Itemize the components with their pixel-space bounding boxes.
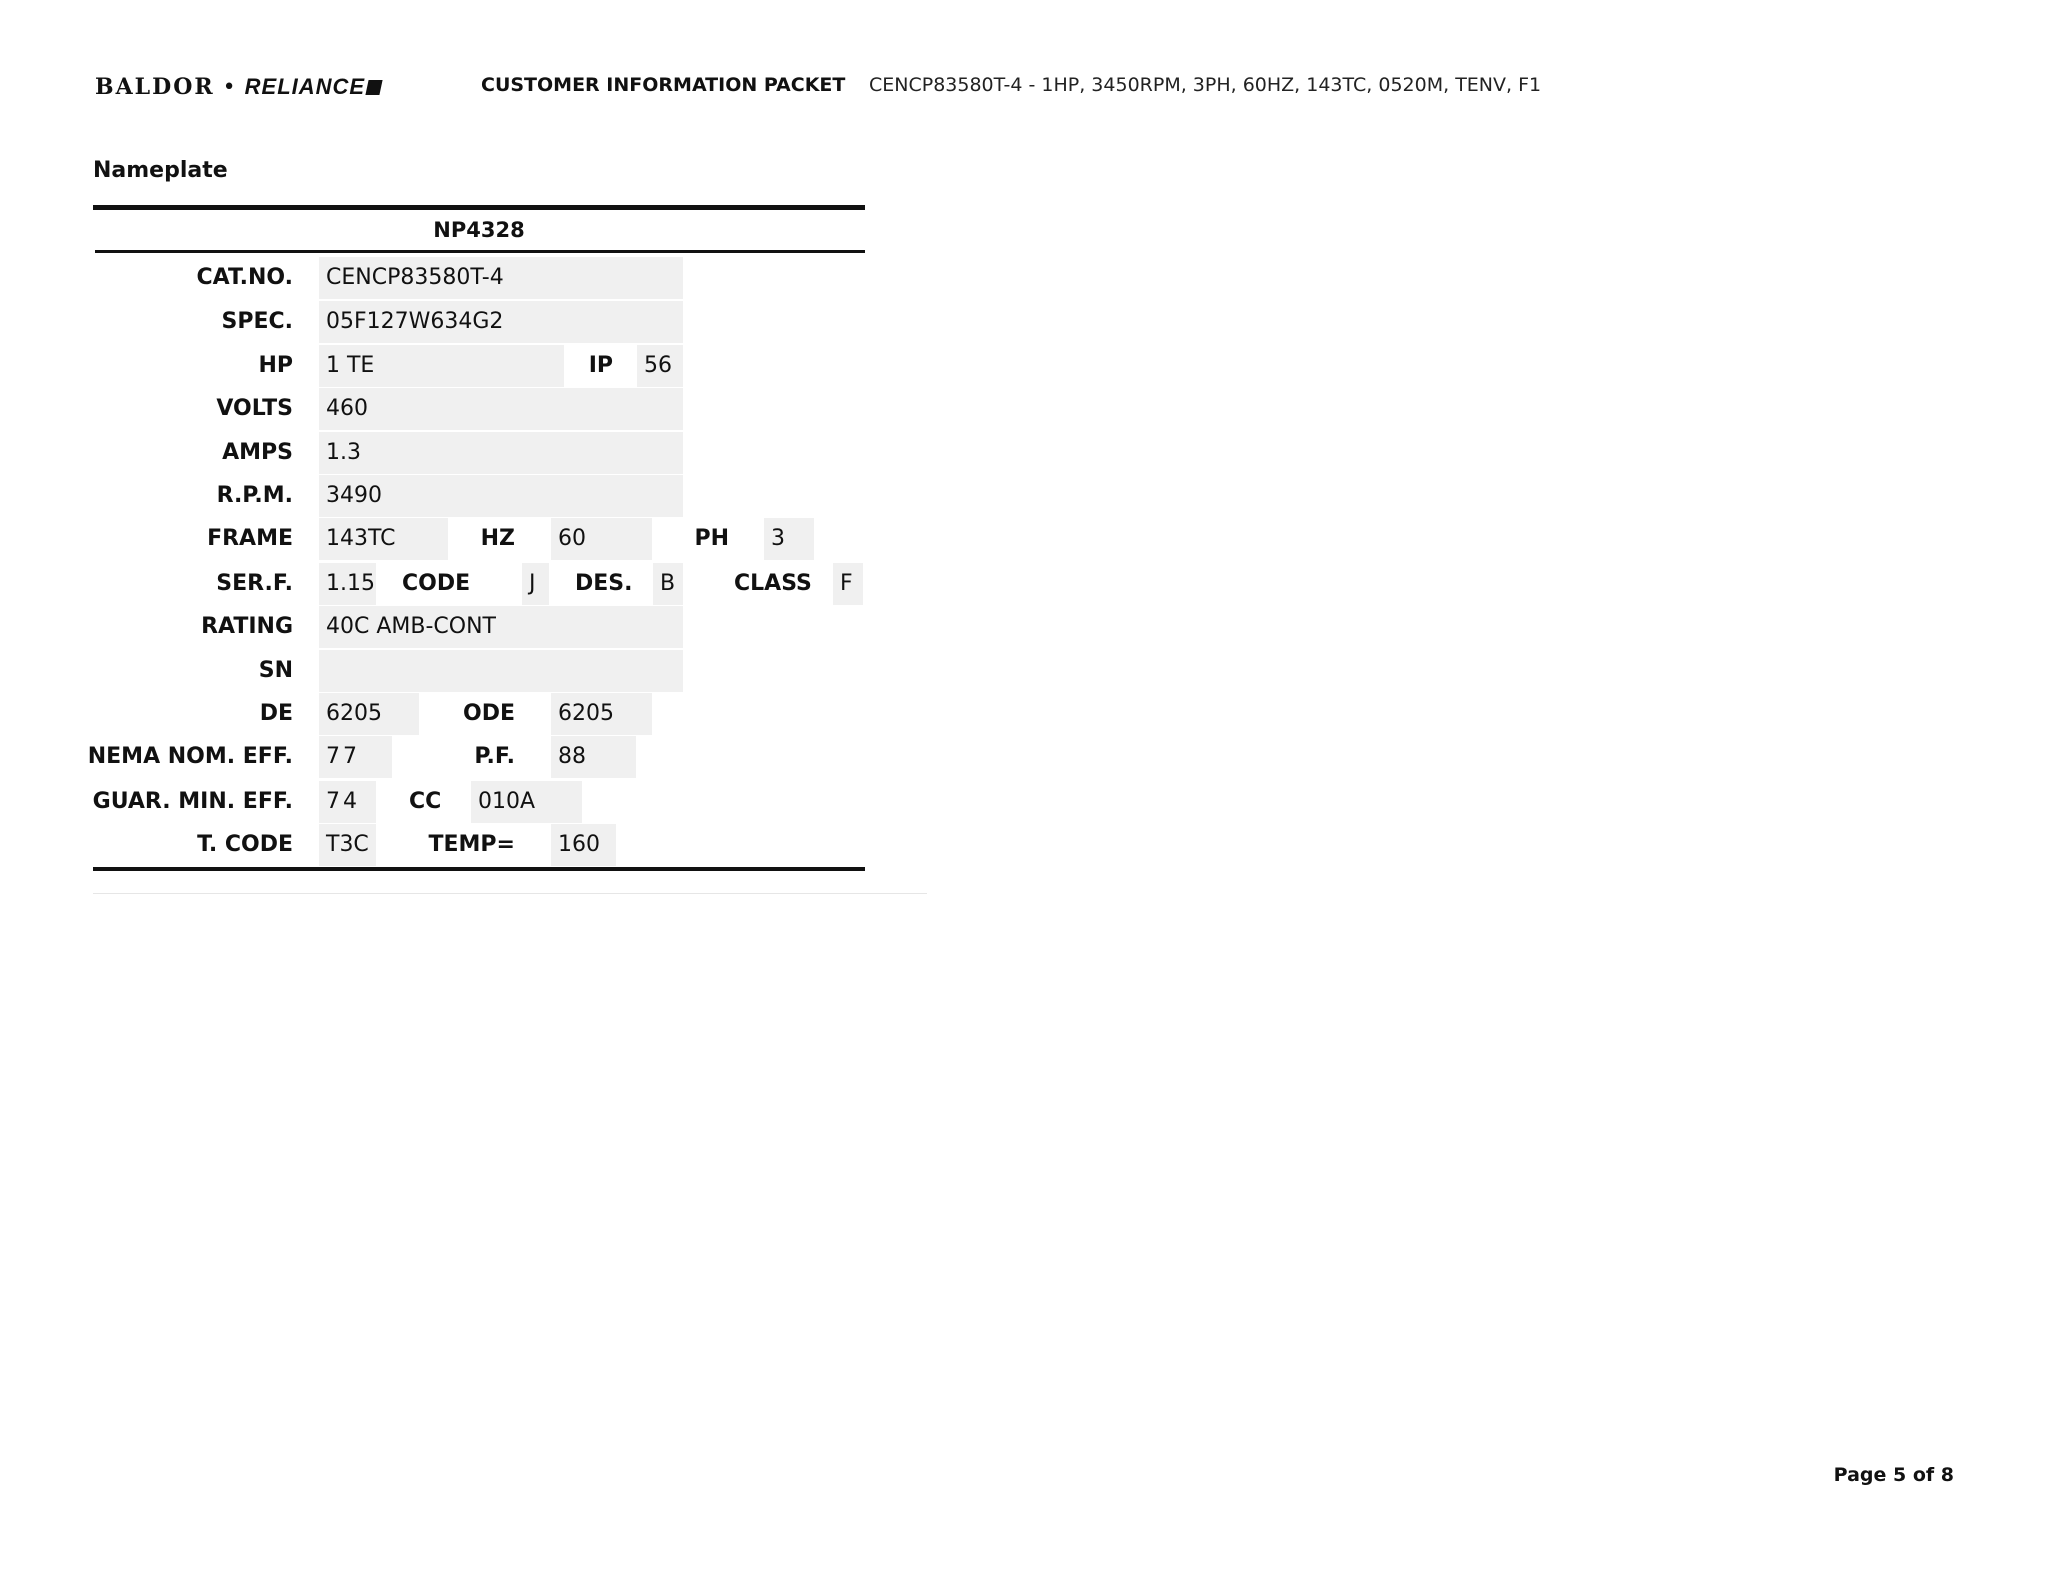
table-bottom-rule [93,867,865,871]
de-value: 6205 [319,693,419,735]
logo-reliance: RELIANCE [244,74,366,99]
nameplate-id: NP4328 [433,218,525,242]
sn-value [319,650,683,692]
t-code-label: T. CODE [197,832,293,857]
section-title: Nameplate [93,158,228,183]
pf-value: 88 [551,736,636,778]
pf-label: P.F. [474,744,515,769]
hp-label: HP [258,353,293,378]
logo-baldor: BALDOR [95,74,215,100]
rating-value: 40C AMB-CONT [319,606,683,648]
frame-value: 143TC [319,518,448,560]
class-label: CLASS [734,571,812,596]
frame-label: FRAME [207,526,293,551]
amps-value: 1.3 [319,432,683,474]
t-code-value: T3C [319,824,376,866]
rating-label: RATING [201,614,293,639]
guar-min-eff-value: 74 [319,781,376,823]
temp-value: 160 [551,824,616,866]
nema-nom-eff-label: NEMA NOM. EFF. [87,744,293,769]
rpm-value: 3490 [319,475,683,517]
ode-value: 6205 [551,693,652,735]
ip-label: IP [588,353,613,378]
hp-value: 1 TE [319,345,564,387]
cat-no-label: CAT.NO. [196,265,293,290]
volts-label: VOLTS [216,396,293,421]
des-label: DES. [575,571,633,596]
cat-no-value: CENCP83580T-4 [319,257,683,299]
cc-value: 010A [471,781,582,823]
table-top-rule [93,205,865,210]
serf-value: 1.15 [319,563,376,605]
nema-nom-eff-value: 77 [319,736,392,778]
de-label: DE [259,701,293,726]
spec-label: SPEC. [221,309,294,334]
section-divider [93,893,927,894]
logo-dot: • [222,75,237,100]
product-description: CENCP83580T-4 - 1HP, 3450RPM, 3PH, 60HZ,… [869,74,1542,96]
des-value: B [653,563,683,605]
packet-title: CUSTOMER INFORMATION PACKET [481,74,846,96]
code-value: J [522,563,549,605]
ph-value: 3 [764,518,814,560]
hz-value: 60 [551,518,652,560]
ph-label: PH [694,526,729,551]
spec-value: 05F127W634G2 [319,301,683,343]
guar-min-eff-label: GUAR. MIN. EFF. [92,789,293,814]
temp-label: TEMP= [428,832,516,857]
page-number: Page 5 of 8 [1833,1464,1954,1486]
baldor-reliance-logo: BALDOR • RELIANCE [95,74,383,100]
rpm-label: R.P.M. [216,483,293,508]
header-rule [95,250,865,253]
amps-label: AMPS [222,440,293,465]
hz-label: HZ [480,526,515,551]
code-label: CODE [402,571,471,596]
ode-label: ODE [463,701,515,726]
cc-label: CC [409,789,442,814]
sn-label: SN [258,658,293,683]
serf-label: SER.F. [216,571,293,596]
logo-mark-icon [365,80,383,95]
ip-value: 56 [637,345,683,387]
volts-value: 460 [319,388,683,430]
class-value: F [833,563,863,605]
